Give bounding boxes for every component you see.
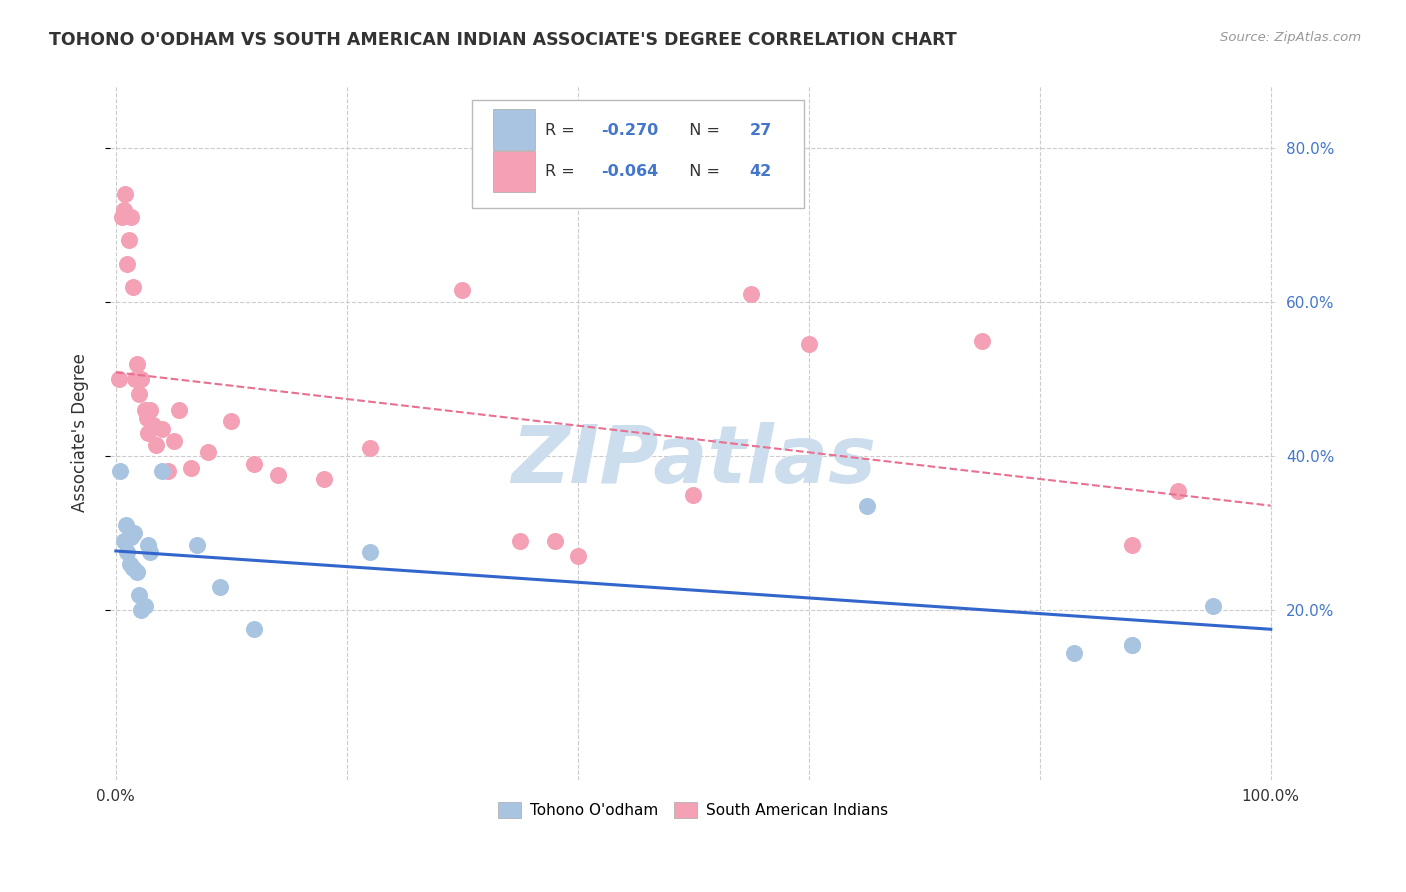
Point [243, 457, 266, 471]
Text: 42: 42 [749, 164, 772, 179]
Point [544, 533, 567, 548]
Point [312, 472, 335, 486]
Point [136, 410, 159, 425]
Point [266, 468, 288, 483]
Point [136, 425, 159, 440]
Point [1202, 599, 1225, 614]
Point [1121, 538, 1143, 552]
Point [108, 372, 131, 386]
Text: -0.064: -0.064 [602, 164, 658, 179]
Y-axis label: Associate's Degree: Associate's Degree [72, 353, 89, 512]
Point [136, 538, 159, 552]
FancyBboxPatch shape [471, 100, 804, 208]
Point [359, 545, 381, 559]
Point [139, 545, 162, 559]
Point [128, 588, 150, 602]
Point [797, 337, 820, 351]
Point [134, 599, 156, 614]
Point [129, 603, 152, 617]
Legend: Tohono O'odham, South American Indians: Tohono O'odham, South American Indians [492, 796, 894, 824]
Point [1167, 483, 1189, 498]
Point [139, 403, 162, 417]
Point [359, 442, 381, 456]
Text: N =: N = [679, 122, 725, 137]
Point [1063, 646, 1085, 660]
Text: R =: R = [546, 164, 581, 179]
Text: R =: R = [546, 122, 581, 137]
Text: ZIPatlas: ZIPatlas [510, 422, 876, 500]
Point [122, 561, 145, 575]
Text: 27: 27 [749, 122, 772, 137]
Point [134, 403, 156, 417]
Point [114, 187, 136, 202]
Point [509, 533, 531, 548]
Point [1121, 638, 1143, 652]
Point [120, 530, 142, 544]
Point [111, 211, 134, 225]
Point [186, 538, 208, 552]
Point [115, 518, 138, 533]
Point [150, 465, 173, 479]
Point [208, 580, 231, 594]
Point [855, 499, 877, 513]
FancyBboxPatch shape [492, 151, 534, 192]
Point [197, 445, 219, 459]
FancyBboxPatch shape [492, 109, 534, 150]
Point [117, 234, 139, 248]
Point [117, 545, 139, 559]
Point [145, 437, 167, 451]
Point [110, 465, 132, 479]
Text: TOHONO O'ODHAM VS SOUTH AMERICAN INDIAN ASSOCIATE'S DEGREE CORRELATION CHART: TOHONO O'ODHAM VS SOUTH AMERICAN INDIAN … [49, 31, 957, 49]
Point [150, 422, 173, 436]
Point [122, 279, 145, 293]
Point [970, 334, 993, 348]
Text: Source: ZipAtlas.com: Source: ZipAtlas.com [1220, 31, 1361, 45]
Point [124, 526, 146, 541]
Point [1121, 638, 1143, 652]
Point [162, 434, 184, 448]
Point [117, 256, 139, 270]
Point [156, 465, 179, 479]
Point [112, 202, 135, 217]
Point [740, 287, 762, 301]
Point [451, 284, 474, 298]
Text: N =: N = [679, 164, 725, 179]
Point [567, 549, 589, 564]
Point [125, 565, 148, 579]
Point [221, 414, 243, 428]
Point [125, 357, 148, 371]
Point [120, 211, 142, 225]
Point [180, 460, 202, 475]
Point [129, 372, 152, 386]
Point [682, 487, 704, 501]
Text: -0.270: -0.270 [602, 122, 658, 137]
Point [128, 387, 150, 401]
Point [118, 557, 141, 571]
Point [112, 533, 135, 548]
Point [142, 418, 165, 433]
Point [243, 623, 266, 637]
Point [169, 403, 191, 417]
Point [124, 372, 146, 386]
